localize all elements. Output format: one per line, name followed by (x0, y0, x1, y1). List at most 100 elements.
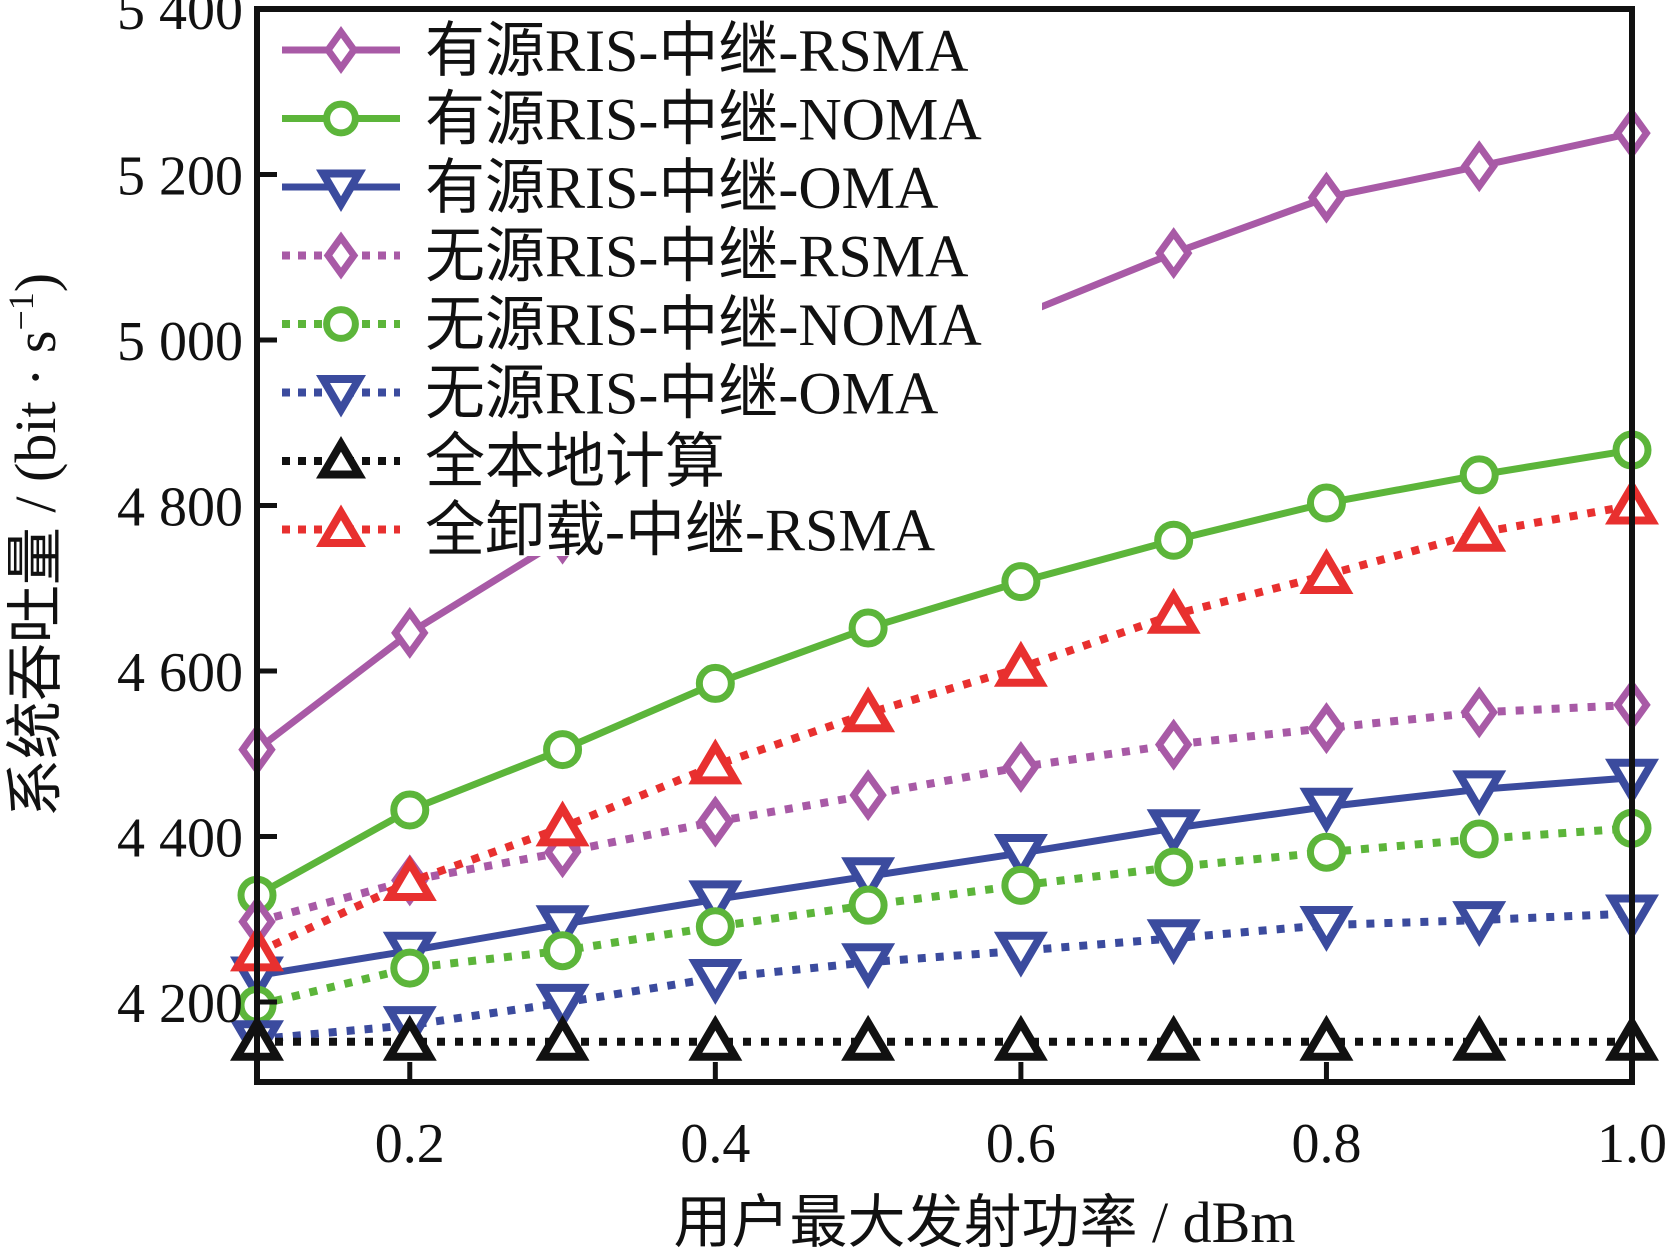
legend-label: 有源RIS-中继-NOMA (425, 87, 982, 153)
legend-label: 全卸载-中继-RSMA (425, 498, 935, 564)
data-point (535, 800, 590, 847)
legend-marker-icon (323, 26, 359, 74)
tick-labels: 4 200 4 400 4 600 4 800 5 000 5 200 5 400 0.2 0.… (117, 0, 1667, 1175)
data-point (1154, 520, 1194, 560)
x-tick-label: 0.6 (986, 1113, 1056, 1175)
data-point (688, 959, 743, 1005)
data-point (1452, 901, 1507, 947)
series-7 (230, 1014, 1659, 1061)
legend-marker-icon (323, 306, 359, 342)
data-point (1154, 847, 1194, 887)
data-point (1154, 227, 1193, 280)
series-line (255, 501, 1633, 956)
data-point (688, 738, 743, 785)
data-point (993, 834, 1048, 880)
data-point (993, 1014, 1048, 1061)
y-tick-label: 4 400 (117, 808, 243, 870)
x-tick-label: 0.2 (375, 1113, 445, 1175)
data-point (993, 931, 1048, 978)
data-point (1154, 718, 1193, 771)
data-point (695, 663, 735, 703)
series-line (255, 446, 1633, 899)
x-tick-label: 0.8 (1291, 1113, 1361, 1175)
data-point (382, 1014, 437, 1061)
data-point (696, 795, 735, 848)
data-point (543, 730, 583, 770)
series-2 (237, 430, 1652, 915)
plot-frame (254, 6, 1635, 1085)
data-point (841, 943, 896, 990)
legend-label: 有源RIS-中继-RSMA (425, 18, 968, 84)
data-point (1001, 562, 1041, 602)
data-point (382, 855, 437, 902)
data-point (1306, 832, 1346, 872)
data-point (1307, 702, 1346, 755)
y-axis-title: 系统吞吐量 / (bit · s−1) (1, 273, 68, 817)
data-point (1299, 906, 1354, 952)
legend-marker-icon (316, 504, 366, 547)
legend-marker-icon (316, 169, 366, 212)
legend: 有源RIS-中继-RSMA有源RIS-中继-NOMA有源RIS-中继-OMA无源… (282, 18, 982, 564)
legend-label: 无源RIS-中继-OMA (425, 361, 938, 427)
data-point (1299, 787, 1354, 834)
data-point (1459, 819, 1499, 859)
data-point (1299, 1014, 1354, 1061)
series-line (256, 824, 1633, 1010)
data-point (1001, 865, 1041, 905)
data-point (1307, 171, 1346, 224)
legend-label: 全本地计算 (425, 429, 725, 495)
series-line (256, 909, 1633, 1044)
data-point (695, 907, 735, 947)
data-point (1452, 770, 1507, 817)
series-4 (238, 678, 1651, 948)
data-point (1460, 686, 1498, 739)
data-point (848, 885, 888, 925)
data-point (1146, 809, 1201, 856)
data-point (390, 948, 430, 988)
x-tick-label: 0.4 (680, 1113, 750, 1175)
data-point (1146, 1014, 1201, 1061)
legend-item: 有源RIS-中继-OMA (282, 155, 938, 221)
data-point (841, 686, 896, 733)
y-tick-label: 4 600 (117, 642, 243, 704)
y-tick-label: 4 800 (117, 477, 243, 539)
legend-label: 无源RIS-中继-RSMA (425, 224, 968, 290)
data-point (1146, 587, 1201, 634)
y-tick-label: 5 400 (117, 0, 243, 42)
legend-marker-icon (323, 100, 359, 137)
data-point (1306, 483, 1346, 523)
y-axis-title-superscript: −1 (1, 292, 41, 330)
series-line (255, 700, 1633, 926)
data-point (841, 1014, 896, 1061)
x-tick-label: 1.0 (1597, 1113, 1667, 1175)
data-point (1146, 919, 1201, 966)
legend-marker-icon (316, 436, 366, 479)
legend-item: 全本地计算 (282, 429, 725, 495)
series-line (256, 774, 1633, 979)
legend-marker-icon (316, 375, 366, 418)
series-6 (230, 894, 1659, 1067)
data-point (1452, 505, 1507, 552)
data-point (1002, 740, 1040, 793)
data-point (1299, 548, 1354, 595)
data-point (543, 931, 583, 971)
y-tick-label: 4 200 (117, 973, 243, 1035)
data-point (1459, 455, 1499, 495)
data-point (535, 983, 590, 1030)
data-point (841, 857, 896, 904)
data-point (993, 640, 1048, 687)
legend-item: 有源RIS-中继-RSMA (282, 18, 968, 84)
legend-item: 全卸载-中继-RSMA (282, 498, 935, 564)
data-point (1460, 140, 1498, 193)
y-axis-title-close: ) (3, 273, 68, 292)
data-point (535, 1014, 590, 1061)
data-point (535, 905, 590, 952)
data-point (1452, 1014, 1507, 1061)
legend-marker-icon (323, 231, 359, 280)
legend-item: 无源RIS-中继-NOMA (282, 292, 982, 358)
data-point (390, 790, 430, 830)
x-axis-title: 用户最大发射功率 / dBm (674, 1190, 1296, 1251)
legend-item: 有源RIS-中继-NOMA (282, 87, 982, 153)
y-axis-title-main: 系统吞吐量 / (bit · s (3, 331, 68, 818)
